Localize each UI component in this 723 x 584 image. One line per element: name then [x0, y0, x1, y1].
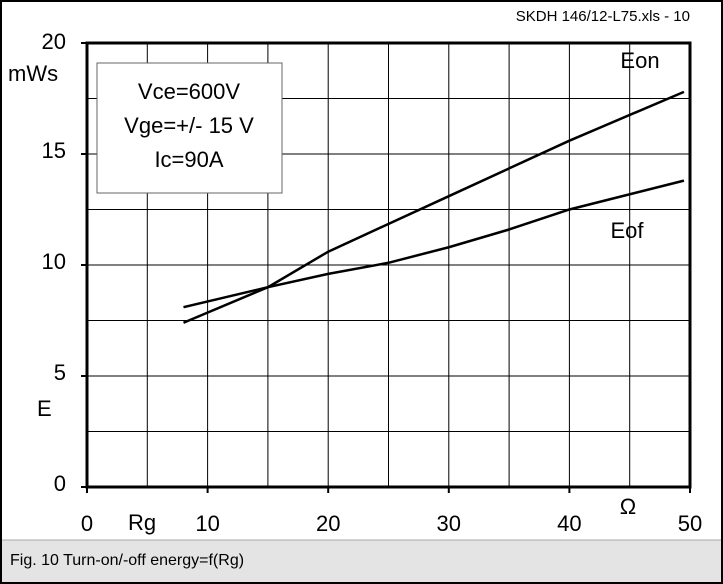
x-tick-label: 50: [678, 511, 702, 536]
y-tick-label: 20: [42, 29, 66, 54]
series-label: Eof: [610, 218, 644, 243]
series-line: [182, 90, 685, 324]
conditions-box: [96, 62, 283, 194]
x-unit: Ω: [620, 494, 636, 519]
x-tick-label: 40: [557, 511, 581, 536]
condition: Vge=+/- 15 V: [124, 113, 254, 138]
y-label: E: [37, 396, 52, 421]
condition: Vce=600V: [138, 79, 240, 104]
caption-bar: [2, 540, 721, 582]
y-tick-label: 5: [54, 360, 66, 385]
series-label: Eon: [620, 48, 659, 73]
y-unit: mWs: [8, 61, 58, 86]
x-tick-label: 30: [437, 511, 461, 536]
series-line: [183, 179, 685, 309]
x-tick-label: 20: [316, 511, 340, 536]
y-tick-label: 15: [42, 138, 66, 163]
file-label: SKDH 146/12-L75.xls - 10: [516, 8, 690, 25]
y-tick-label: 10: [42, 249, 66, 274]
caption: Fig. 10 Turn-on/-off energy=f(Rg): [10, 552, 244, 569]
x-label: Rg: [128, 510, 156, 535]
x-tick-label: 0: [81, 511, 93, 536]
condition: Ic=90A: [154, 147, 223, 172]
y-tick-label: 0: [54, 471, 66, 496]
x-tick-label: 10: [195, 511, 219, 536]
plot: [81, 41, 692, 493]
